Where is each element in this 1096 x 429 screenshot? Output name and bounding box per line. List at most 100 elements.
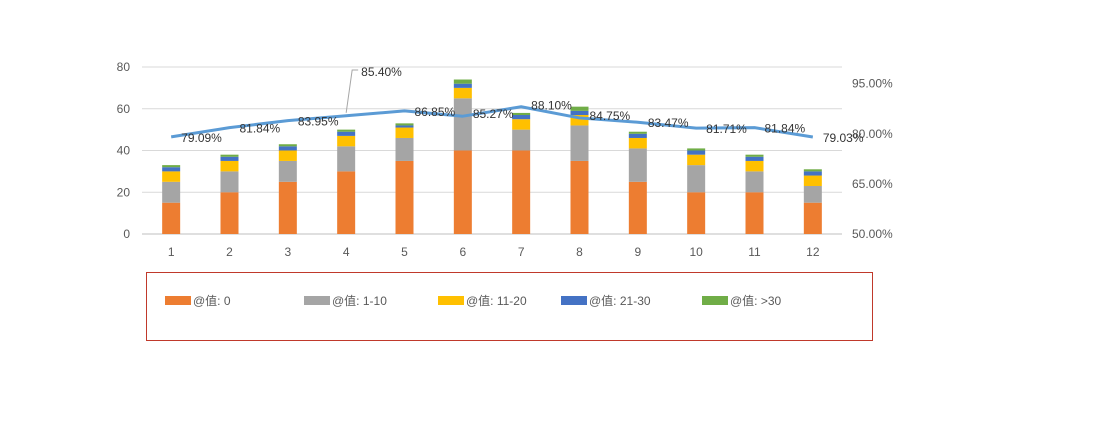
rate-data-label: 83.95% bbox=[298, 115, 339, 129]
y-axis-right: 50.00% 65.00% 80.00% 95.00% bbox=[852, 77, 893, 241]
bar-segment bbox=[395, 127, 414, 138]
rate-data-label: 81.84% bbox=[240, 122, 281, 136]
y-left-tick-label: 0 bbox=[123, 227, 130, 241]
legend-label: @值: 11-20 bbox=[466, 293, 527, 308]
bar-segment bbox=[278, 144, 297, 147]
gridlines bbox=[142, 66, 842, 235]
bar-segment bbox=[220, 171, 239, 193]
bar-segment bbox=[220, 192, 239, 234]
bar-segment bbox=[453, 83, 472, 88]
bar-segment bbox=[512, 115, 531, 120]
x-tick-label: 5 bbox=[401, 245, 408, 259]
bar-segment bbox=[803, 169, 822, 172]
y-left-tick-label: 80 bbox=[117, 60, 131, 74]
rate-data-label: 84.75% bbox=[590, 109, 631, 123]
bar-segment bbox=[395, 123, 414, 126]
bar-segment bbox=[628, 131, 647, 134]
bar-segment bbox=[512, 150, 531, 234]
bar-segment bbox=[570, 115, 589, 126]
x-tick-label: 4 bbox=[343, 245, 350, 259]
bar-segment bbox=[628, 148, 647, 182]
legend-swatch bbox=[561, 296, 587, 305]
rate-data-label: 85.40% bbox=[361, 65, 402, 79]
rate-data-label: 88.10% bbox=[531, 99, 572, 113]
bar-segment bbox=[570, 106, 589, 111]
bar-segment bbox=[278, 181, 297, 234]
bar-segment bbox=[162, 165, 181, 168]
bar-segment bbox=[162, 167, 181, 172]
legend-swatch bbox=[165, 296, 191, 305]
bar-segment bbox=[337, 129, 356, 132]
bar-segment bbox=[453, 150, 472, 234]
bar-segment bbox=[453, 87, 472, 99]
y-right-tick-label: 65.00% bbox=[852, 177, 893, 191]
bar-segment bbox=[162, 171, 181, 182]
bar-segment bbox=[278, 146, 297, 151]
rate-line bbox=[170, 105, 814, 139]
x-tick-label: 12 bbox=[806, 245, 820, 259]
bar-segment bbox=[687, 154, 706, 166]
legend-swatch bbox=[304, 296, 330, 305]
stacked-bars bbox=[162, 79, 822, 234]
bar-segment bbox=[803, 185, 822, 203]
bar-segment bbox=[687, 148, 706, 151]
rate-data-label: 81.84% bbox=[765, 122, 806, 136]
bar-segment bbox=[453, 98, 472, 151]
bar-segment bbox=[337, 171, 356, 234]
legend-item: @值: 0 bbox=[165, 293, 231, 308]
rate-data-label: 85.27% bbox=[473, 107, 514, 121]
bar-segment bbox=[687, 192, 706, 234]
bar-segment bbox=[512, 112, 531, 116]
bar-segment bbox=[628, 133, 647, 138]
x-tick-label: 10 bbox=[689, 245, 703, 259]
bar-segment bbox=[395, 137, 414, 161]
legend-label: @值: 1-10 bbox=[332, 293, 387, 308]
legend-swatch bbox=[438, 296, 464, 305]
bar-segment bbox=[453, 79, 472, 84]
bar-segment bbox=[803, 175, 822, 186]
legend-item: @值: 21-30 bbox=[561, 293, 651, 308]
bar-segment bbox=[337, 135, 356, 147]
legend-label: @值: 21-30 bbox=[589, 293, 651, 308]
bar-segment bbox=[337, 146, 356, 172]
legend: @值: 0 @值: 1-10 @值: 11-20 @值: 21-30 @值: >30 bbox=[165, 293, 782, 308]
y-left-tick-label: 60 bbox=[117, 102, 131, 116]
x-tick-label: 9 bbox=[634, 245, 641, 259]
bar-segment bbox=[803, 171, 822, 176]
legend-item: @值: 11-20 bbox=[438, 293, 527, 308]
legend-item: @值: >30 bbox=[702, 293, 782, 308]
y-left-tick-label: 40 bbox=[117, 144, 131, 158]
bar-segment bbox=[162, 181, 181, 203]
bar-segment bbox=[512, 129, 531, 151]
rate-data-labels: 79.09% 81.84% 83.95% 85.40% 86.85% 85.27% 88.1… bbox=[181, 65, 864, 145]
bar-segment bbox=[628, 137, 647, 149]
legend-box bbox=[146, 272, 873, 341]
legend-label: @值: >30 bbox=[730, 293, 782, 308]
rate-data-label: 79.09% bbox=[181, 131, 222, 145]
bar-segment bbox=[687, 150, 706, 155]
leader-line bbox=[345, 69, 359, 113]
bar-segment bbox=[337, 131, 356, 136]
bar-segment bbox=[570, 125, 589, 161]
y-axis-left: 0 20 40 60 80 bbox=[117, 60, 131, 241]
x-tick-label: 2 bbox=[226, 245, 233, 259]
rate-data-label: 79.03% bbox=[823, 131, 864, 145]
x-tick-label: 3 bbox=[284, 245, 291, 259]
bar-segment bbox=[395, 160, 414, 234]
y-right-tick-label: 50.00% bbox=[852, 227, 893, 241]
x-tick-label: 1 bbox=[168, 245, 175, 259]
x-tick-label: 7 bbox=[518, 245, 525, 259]
legend-swatch bbox=[702, 296, 728, 305]
bar-segment bbox=[687, 165, 706, 193]
bar-segment bbox=[220, 160, 239, 172]
bar-segment bbox=[745, 192, 764, 234]
bar-segment bbox=[745, 171, 764, 193]
bar-segment bbox=[220, 156, 239, 161]
rate-data-label: 83.47% bbox=[648, 116, 689, 130]
bar-segment bbox=[220, 154, 239, 157]
x-tick-label: 11 bbox=[748, 245, 761, 259]
bar-segment bbox=[278, 160, 297, 182]
x-tick-label: 6 bbox=[459, 245, 466, 259]
bar-segment bbox=[628, 181, 647, 234]
